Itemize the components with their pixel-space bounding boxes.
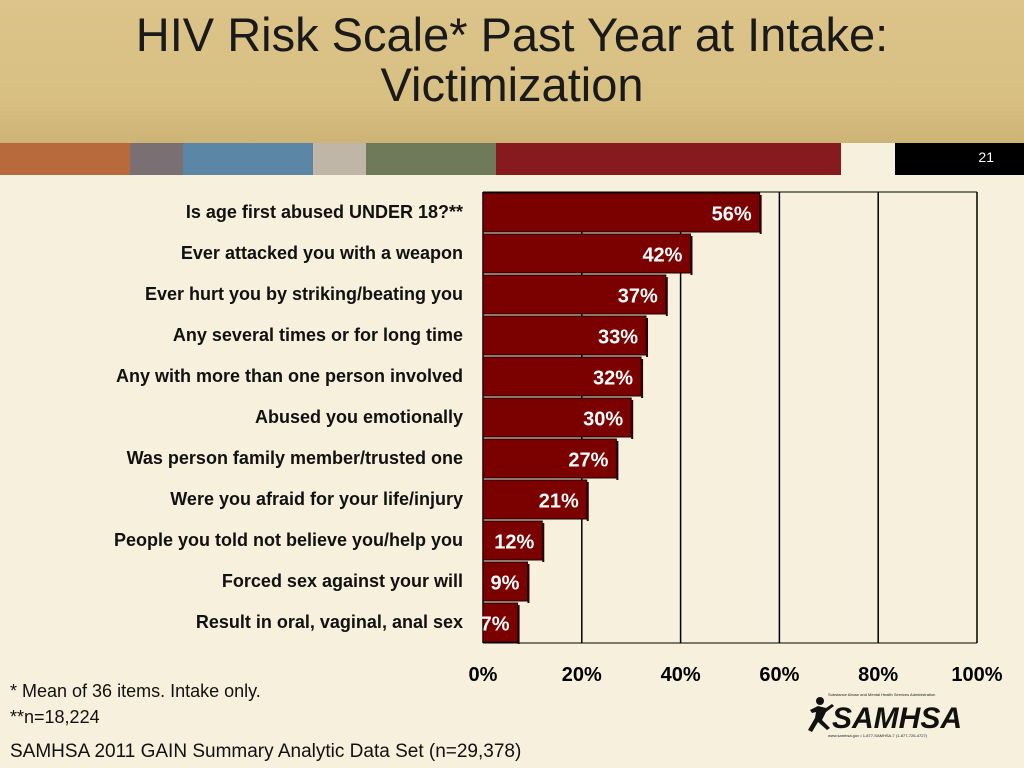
- bar-value-label: 12%: [494, 532, 534, 554]
- stripe-segment-3: [183, 143, 313, 175]
- source-note: SAMHSA 2011 GAIN Summary Analytic Data S…: [10, 741, 522, 762]
- bar-value-label: 56%: [712, 204, 752, 226]
- bar-edge: [641, 359, 644, 398]
- bar-value-label: 27%: [568, 450, 608, 472]
- stripe-segment-1: [0, 143, 130, 175]
- bar-value-label: 7%: [481, 614, 510, 636]
- bar-value-label: 30%: [583, 409, 623, 431]
- slide-title: HIV Risk Scale* Past Year at Intake: Vic…: [0, 10, 1024, 110]
- bar: [482, 520, 543, 561]
- stripe-segment-2: [130, 143, 183, 175]
- footnote-mean: * Mean of 36 items. Intake only.: [10, 681, 261, 701]
- category-label: Is age first abused UNDER 18?**: [185, 201, 463, 222]
- category-label: Ever attacked you with a weapon: [180, 242, 463, 263]
- x-tick-label: 100%: [951, 664, 1002, 686]
- bar-edge: [527, 564, 530, 603]
- stripe-segment-6: [496, 143, 841, 175]
- category-label: Ever hurt you by striking/beating you: [144, 283, 463, 304]
- bar: [482, 192, 761, 233]
- category-label: Abused you emotionally: [254, 406, 463, 427]
- logo-tagline: Substance Abuse and Mental Health Servic…: [828, 692, 935, 697]
- x-tick-label: 0%: [469, 664, 498, 686]
- x-tick-label: 40%: [661, 664, 701, 686]
- category-label: Result in oral, vaginal, anal sex: [195, 611, 463, 632]
- category-label: Were you afraid for your life/injury: [170, 488, 463, 509]
- category-label: Was person family member/trusted one: [126, 447, 463, 468]
- bar-edge: [517, 605, 520, 644]
- samhsa-logo: Substance Abuse and Mental Health Servic…: [808, 692, 962, 738]
- title-line-1: HIV Risk Scale* Past Year at Intake:: [135, 8, 889, 61]
- x-tick-label: 80%: [858, 664, 898, 686]
- running-figure-icon: [808, 697, 834, 732]
- bar-value-label: 37%: [618, 286, 658, 308]
- bar-value-label: 21%: [539, 491, 579, 513]
- bar: [482, 233, 691, 274]
- bar-edge: [616, 441, 619, 480]
- title-line-2: Victimization: [380, 58, 644, 111]
- bar: [482, 356, 642, 397]
- bar-edge: [542, 523, 545, 562]
- category-label: Any with more than one person involved: [115, 365, 463, 386]
- x-tick-label: 60%: [759, 664, 799, 686]
- bar: [482, 602, 519, 643]
- stripe-segment-5: [366, 143, 496, 175]
- bar-value-label: 32%: [593, 368, 633, 390]
- title-banner: HIV Risk Scale* Past Year at Intake: Vic…: [0, 0, 1024, 143]
- category-label: Forced sex against your will: [221, 570, 463, 591]
- logo-wordmark: SAMHSA: [832, 702, 962, 735]
- slide-number: 21: [895, 143, 1024, 175]
- bar-value-label: 33%: [598, 327, 638, 349]
- stripe-segment-4: [313, 143, 366, 175]
- bar-edge: [646, 318, 649, 357]
- bar-value-label: 42%: [642, 245, 682, 267]
- bar-edge: [586, 482, 589, 521]
- x-tick-label: 20%: [562, 664, 602, 686]
- footnote-n: **n=18,224: [10, 707, 100, 727]
- category-label: Any several times or for long time: [172, 324, 463, 345]
- bar-value-label: 9%: [491, 573, 520, 595]
- bar-edge: [759, 195, 762, 234]
- category-label: People you told not believe you/help you: [113, 529, 463, 550]
- bar-edge: [631, 400, 634, 439]
- bar-edge: [690, 236, 693, 275]
- bar-edge: [665, 277, 668, 316]
- logo-contact: www.samhsa.gov • 1-877-SAMHSA-7 (1-877-7…: [828, 733, 928, 738]
- bar: [482, 397, 632, 438]
